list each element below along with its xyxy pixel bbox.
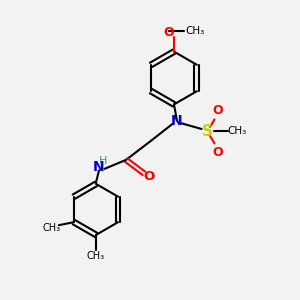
Text: CH₃: CH₃ bbox=[87, 251, 105, 261]
Text: H: H bbox=[98, 156, 107, 167]
Text: N: N bbox=[93, 160, 105, 174]
Text: O: O bbox=[212, 104, 223, 117]
Text: O: O bbox=[143, 170, 154, 183]
Text: CH₃: CH₃ bbox=[42, 223, 61, 233]
Text: CH₃: CH₃ bbox=[227, 126, 247, 136]
Text: N: N bbox=[171, 114, 183, 128]
Text: O: O bbox=[212, 146, 223, 159]
Text: CH₃: CH₃ bbox=[185, 26, 205, 36]
Text: S: S bbox=[202, 124, 212, 139]
Text: O: O bbox=[163, 26, 174, 40]
